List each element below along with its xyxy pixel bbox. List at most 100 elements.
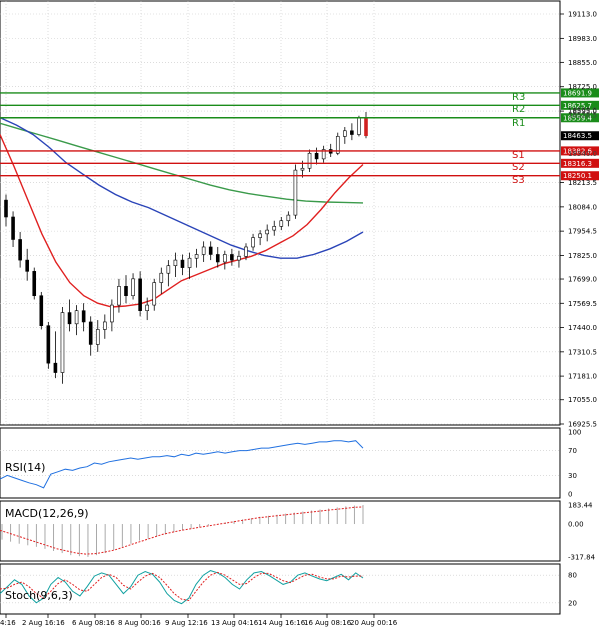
rsi-pane-frame [0,427,561,499]
price-tick-label: 17440.0 [568,324,597,332]
current-price-box [561,131,599,141]
candle-body [173,259,178,267]
level-name-r2: R2 [512,104,525,115]
level-price-label: 18316.3 [563,160,592,168]
candle-body [103,321,107,330]
candle-body [230,254,234,261]
candle-body [4,199,8,218]
price-tick-label: 17825.0 [568,252,597,260]
macd-pane: 183.44 0.00 -317.84 MACD(12,26,9) [0,500,596,562]
level-price-label: 18250.1 [563,172,592,180]
time-axis: 4:16 2 Aug 16:16 6 Aug 08:16 8 Aug 00:16 9 A… [0,614,398,627]
rsi-plot: 100 70 30 0 [0,429,581,499]
candle-body [335,136,340,154]
price-tick-label: 18983.0 [568,35,597,43]
stoch-k-line [0,570,364,605]
time-tick-label: 9 Aug 12:16 [165,619,208,627]
candle-body [307,152,312,169]
rsi-axis-label: 30 [568,472,577,480]
price-tick-label: 16925.5 [568,421,597,429]
pivot-levels: R3 18691.9 R2 18625.7 R1 18559.4 S1 18382.6 S2 18… [0,88,599,186]
candle-body [286,214,291,222]
candle-body [279,220,284,227]
candle-body [145,304,149,311]
candle-body [258,233,262,238]
candle-body [194,254,199,259]
candle-body [364,117,368,137]
rsi-axis-label: 70 [568,447,577,455]
level-name-s1: S1 [512,150,525,161]
candle-body [237,256,241,261]
candle-body [53,362,58,373]
price-tick-label: 18855.0 [568,59,597,67]
candle-body [11,216,15,240]
stoch-pane: 80 20 Stoch(9,6,3) [0,563,577,615]
candle-body [95,329,100,345]
stoch-axis-label: 80 [568,572,577,580]
time-tick-label: 4:16 [0,619,16,627]
candle-body [357,117,361,135]
price-tick-label: 18084.0 [568,203,597,211]
level-price-label: 18382.6 [563,147,592,155]
time-tick-label: 8 Aug 00:16 [118,619,161,627]
price-axis: 19113.0 18983.0 18855.0 18725.0 18595.0 18213… [560,11,599,429]
level-price-box [561,171,599,181]
time-tick-label: 16 Aug 08:16 [304,619,352,627]
candle-body [110,304,114,323]
level-price-box [561,88,599,98]
candle-body [265,229,269,235]
candle-body [131,278,135,297]
candle-body [117,286,121,306]
main-pane: R3 18691.9 R2 18625.7 R1 18559.4 S1 18382.6 S2 18… [0,0,599,429]
price-tick-label: 17954.5 [568,228,597,236]
stoch-axis-label: 20 [568,599,577,607]
rsi-axis-label: 0 [568,491,572,499]
candle-body [293,169,298,216]
macd-pane-frame [0,500,561,562]
candle-body [208,246,213,255]
time-tick-label: 14 Aug 16:16 [258,619,306,627]
candle-body [314,152,319,160]
stoch-plot: 80 20 [0,570,577,607]
main-pane-frame [0,0,561,426]
candle-body [88,321,93,345]
candle-body [223,254,227,263]
ma-mid-line [0,116,364,259]
candle-body [18,239,22,261]
candle-body [251,237,255,248]
stoch-title: Stoch(9,6,3) [5,589,73,602]
level-price-label: 18559.4 [563,114,592,122]
price-overlap-label: 18559.0 [568,107,597,115]
price-tick-label: 19113.0 [568,11,597,19]
candle-body [272,226,277,231]
candle-body [124,286,128,297]
current-price-label: 18463.5 [563,132,592,140]
candle-body [32,271,37,297]
level-price-box [561,100,599,110]
price-tick-label: 17699.0 [568,276,597,284]
main-grid [0,1,560,425]
level-price-label: 18691.9 [563,89,592,97]
level-name-s3: S3 [512,175,525,186]
time-tick-label: 20 Aug 00:16 [350,619,398,627]
rsi-axis-label: 100 [568,429,581,437]
price-overlap-label: 18528.5 [568,112,597,120]
price-tick-label: 17569.5 [568,300,597,308]
candle-body [74,310,79,325]
candle-body [166,265,171,274]
price-tick-label: 18595.0 [568,108,597,116]
level-price-box [561,113,599,123]
stoch-pane-frame [0,563,561,615]
candle-body [350,130,354,135]
price-overlap-label: 18340.0 [568,150,597,158]
macd-axis-label: 183.44 [568,502,593,510]
time-tick-label: 2 Aug 16:16 [22,619,65,627]
stoch-d-line [0,571,363,602]
candle-body [39,295,44,326]
price-tick-label: 18213.5 [568,179,597,187]
price-tick-label: 17310.5 [568,348,597,356]
candle-body [46,325,51,364]
candle-body [180,259,185,268]
time-tick-label: 6 Aug 08:16 [72,619,115,627]
